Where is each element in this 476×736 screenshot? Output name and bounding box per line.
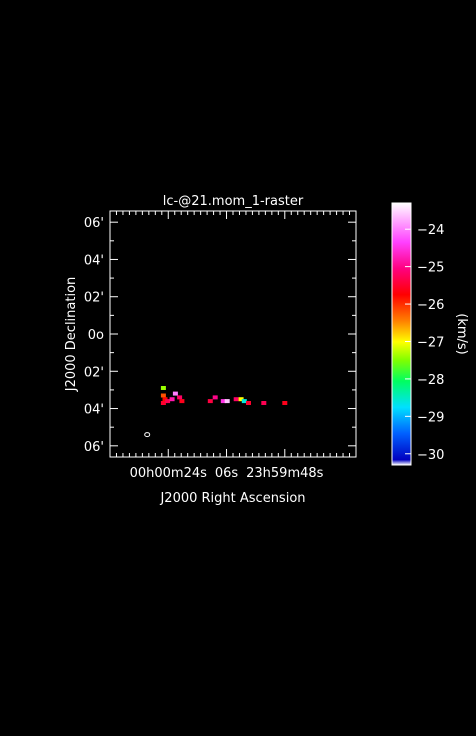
y-tick-label: 06' bbox=[84, 216, 104, 231]
plot-frame bbox=[109, 210, 357, 458]
emission-pixel bbox=[212, 395, 218, 400]
colorbar-tick-label: −24 bbox=[417, 223, 444, 238]
emission-pixel bbox=[165, 399, 171, 404]
plot-area: 00h00m24s 06s 23h59m48s 06'04'02'0o02'04'0… bbox=[84, 210, 357, 481]
emission-pixel bbox=[179, 399, 185, 404]
colorbar-gradient bbox=[391, 202, 412, 466]
emission-pixel bbox=[169, 397, 175, 402]
emission-pixel bbox=[261, 401, 267, 405]
emission-pixel bbox=[160, 393, 166, 398]
x-tick-label: 06s bbox=[215, 466, 239, 481]
y-tick-label: 06' bbox=[84, 440, 104, 455]
chart-title: lc-@21.mom_1-raster bbox=[163, 194, 304, 209]
x-axis-label: J2000 Right Ascension bbox=[159, 491, 305, 506]
y-tick-label: 04' bbox=[84, 403, 104, 418]
colorbar-label: (km/s) bbox=[454, 313, 469, 355]
emission-pixel bbox=[238, 397, 244, 402]
emission-pixel bbox=[224, 399, 230, 404]
y-ticks: 06' 04' 02' 0o 02' 04' 06' bbox=[84, 216, 356, 455]
emission-pixel bbox=[220, 399, 226, 404]
colorbar: −24 −25 −26 −27 −28 −29 −30 (km/s) bbox=[391, 202, 469, 466]
emission-pixel bbox=[177, 395, 183, 400]
beam-ellipse bbox=[144, 432, 151, 438]
colorbar-tick-label: −29 bbox=[417, 410, 444, 425]
x-ticks: 00h00m24s 06s 23h59m48s bbox=[115, 211, 351, 481]
y-axis-label: J2000 Declination bbox=[64, 277, 79, 393]
emission-pixel bbox=[233, 397, 239, 402]
colorbar-tick-label: −28 bbox=[417, 373, 444, 388]
y-tick-label: 02' bbox=[84, 365, 104, 380]
emission-pixel bbox=[160, 401, 166, 405]
emission-layer bbox=[160, 386, 288, 405]
emission-pixel bbox=[172, 391, 178, 396]
colorbar-ticks: −24 −25 −26 −27 −28 −29 −30 bbox=[405, 223, 444, 463]
y-tick-label: 04' bbox=[84, 253, 104, 268]
emission-pixel bbox=[246, 401, 251, 405]
colorbar-tick-label: −27 bbox=[417, 335, 444, 350]
colorbar-tick-label: −25 bbox=[417, 261, 444, 276]
emission-pixel bbox=[160, 386, 166, 390]
emission-pixel bbox=[241, 399, 247, 404]
x-tick-label: 00h00m24s bbox=[130, 466, 208, 481]
y-tick-label: 02' bbox=[84, 291, 104, 306]
colorbar-tick-label: −26 bbox=[417, 298, 444, 313]
emission-pixel bbox=[162, 397, 168, 402]
y-tick-label: 0o bbox=[88, 328, 104, 343]
colorbar-tick-label: −30 bbox=[417, 448, 444, 463]
emission-pixel bbox=[282, 401, 288, 405]
x-tick-label: 23h59m48s bbox=[246, 466, 324, 481]
emission-pixel bbox=[207, 399, 213, 404]
